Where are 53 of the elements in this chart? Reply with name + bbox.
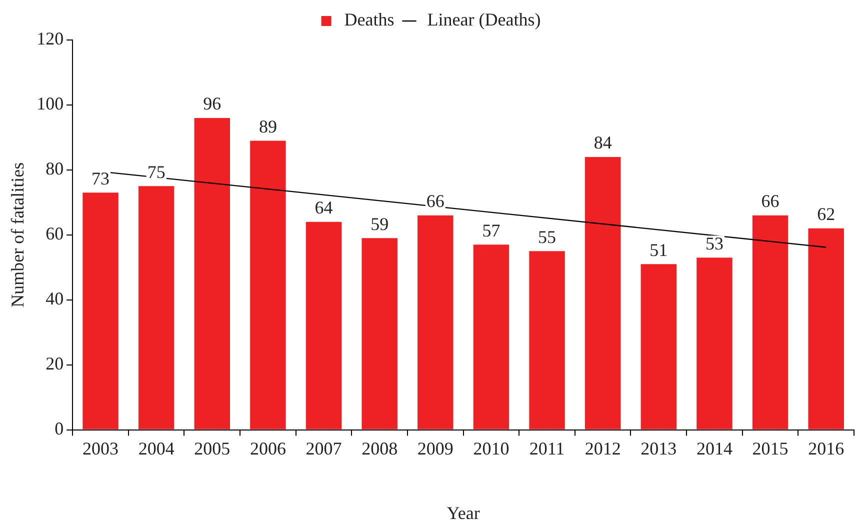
data-label: 73: [92, 168, 110, 188]
data-label: 89: [258, 116, 277, 136]
x-tick-label: 2016: [808, 438, 844, 458]
data-label: 84: [594, 132, 612, 153]
x-axis-title: Year: [446, 502, 480, 523]
bar: [529, 251, 565, 430]
x-tick-label: 2003: [82, 438, 119, 458]
x-tick-label: 2008: [362, 438, 398, 458]
bar: [640, 264, 677, 430]
bar: [696, 258, 732, 430]
bar: [418, 215, 454, 430]
bar: [306, 222, 342, 430]
bar: [584, 156, 621, 430]
data-label: 57: [482, 220, 500, 240]
x-tick-label: 2010: [473, 438, 510, 458]
data-label: 66: [426, 191, 444, 212]
data-label: 51: [650, 240, 668, 260]
bar: [362, 238, 398, 430]
x-tick-label: 2009: [417, 438, 454, 458]
bar: [82, 192, 118, 430]
x-tick-label: 2013: [640, 438, 677, 458]
bar: [473, 244, 510, 430]
x-tick-label: 2011: [529, 438, 565, 458]
bar: [808, 228, 844, 430]
legend-label: Deaths: [344, 10, 394, 30]
data-label: 66: [761, 191, 780, 212]
legend-label: Linear (Deaths): [427, 10, 541, 30]
data-label: 59: [370, 214, 389, 234]
x-tick-label: 2007: [306, 438, 342, 458]
y-tick-label: 60: [46, 224, 64, 244]
y-tick-label: 20: [46, 354, 64, 374]
x-tick-label: 2005: [194, 438, 230, 458]
data-label: 55: [538, 226, 556, 247]
data-label: 75: [147, 162, 166, 182]
bar: [138, 186, 174, 430]
data-label: 53: [705, 233, 724, 254]
x-tick-label: 2014: [696, 438, 732, 458]
x-tick-label: 2015: [752, 438, 788, 458]
bar: [752, 215, 788, 430]
x-tick-label: 2012: [584, 438, 621, 458]
data-label: 96: [203, 94, 222, 114]
y-tick-label: 40: [46, 288, 64, 309]
bar: [250, 140, 286, 430]
y-tick-label: 100: [36, 94, 64, 114]
x-tick-label: 2004: [138, 438, 174, 458]
y-axis-title: Number of fatalities: [8, 162, 28, 308]
y-tick-label: 120: [36, 28, 64, 49]
data-label: 62: [817, 204, 836, 224]
y-tick-label: 0: [54, 418, 64, 439]
bar: [194, 118, 230, 430]
y-tick-label: 80: [46, 158, 64, 179]
x-tick-label: 2006: [250, 438, 286, 458]
data-label: 64: [314, 198, 333, 218]
